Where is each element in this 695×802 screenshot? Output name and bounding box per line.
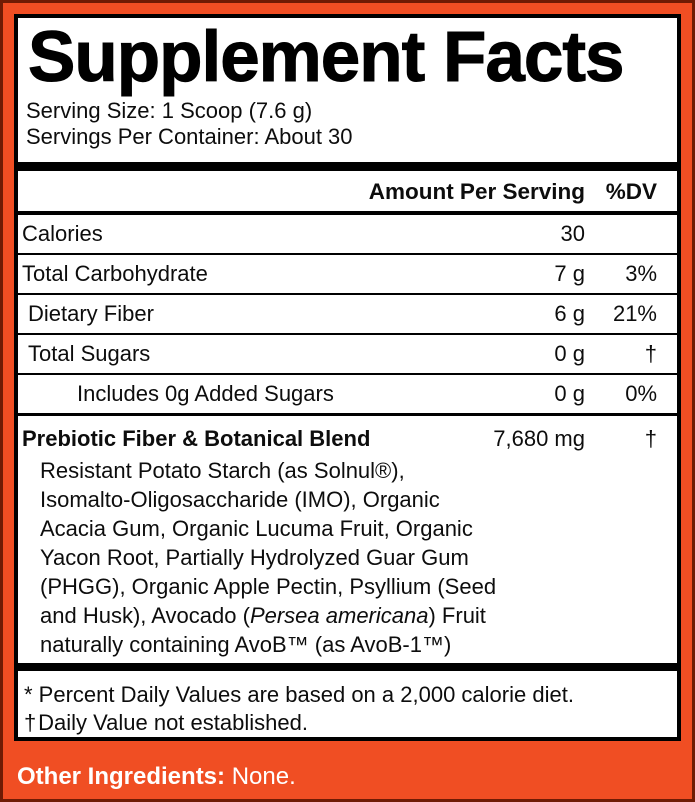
serving-size: Serving Size: 1 Scoop (7.6 g) (26, 98, 313, 123)
nutrient-dv: 0% (625, 381, 657, 406)
blend-description-line: Resistant Potato Starch (as Solnul®), (40, 456, 671, 485)
nutrient-rows: Calories 30 Total Carbohydrate 7 g 3% Dietary… (18, 215, 677, 413)
nutrient-dv: 21% (612, 301, 657, 326)
blend-header-row: Prebiotic Fiber & Botanical Blend 7,680 … (18, 416, 677, 454)
blend-description-text: ) Fruit (428, 603, 486, 628)
table-row: Total Carbohydrate 7 g 3% (18, 253, 677, 293)
blend-name: Prebiotic Fiber & Botanical Blend (22, 426, 371, 451)
table-row: Includes 0g Added Sugars 0 g 0% (18, 373, 677, 413)
dv-header: %DV (605, 179, 657, 204)
footnotes: * Percent Daily Values are based on a 2,… (18, 671, 677, 737)
blend-description-text: naturally containing AvoB™ (as AvoB-1™) (40, 632, 452, 657)
blend-description-text: Yacon Root, Partially Hydrolyzed Guar Gu… (40, 545, 469, 570)
blend-description-text: (PHGG), Organic Apple Pectin, Psyllium (… (40, 574, 497, 599)
other-ingredients: Other Ingredients: None. (17, 763, 692, 791)
blend-amount: 7,680 mg (493, 426, 585, 451)
blend-description-text: Resistant Potato Starch (as Solnul®), (40, 458, 405, 483)
nutrient-name: Total Sugars (28, 341, 151, 366)
blend-section: Prebiotic Fiber & Botanical Blend 7,680 … (18, 413, 677, 663)
amount-per-serving-header: Amount Per Serving (368, 179, 585, 204)
blend-description-line: Yacon Root, Partially Hydrolyzed Guar Gu… (40, 543, 671, 572)
nutrient-dv: † (644, 341, 657, 366)
table-row: Calories 30 (18, 215, 677, 253)
serving-info: Serving Size: 1 Scoop (7.6 g) Servings P… (26, 98, 677, 150)
footnote: † Daily Value not established. (24, 710, 308, 735)
botanical-latin-name: Persea americana (249, 603, 429, 628)
nutrient-amount: 7 g (554, 261, 585, 286)
table-header-row: Amount Per Serving %DV (18, 171, 677, 215)
divider-footnote-bar (18, 663, 677, 671)
nutrient-amount: 6 g (554, 301, 585, 326)
nutrient-name: Calories (22, 221, 103, 246)
nutrient-amount: 0 g (554, 381, 585, 406)
nutrient-amount: 0 g (554, 341, 585, 366)
divider-top-bar (18, 162, 677, 171)
blend-description-line: naturally containing AvoB™ (as AvoB-1™) (40, 630, 671, 659)
blend-description: Resistant Potato Starch (as Solnul®), Iso… (18, 454, 677, 663)
nutrient-dv: 3% (625, 261, 657, 286)
blend-description-line: (PHGG), Organic Apple Pectin, Psyllium (… (40, 572, 671, 601)
nutrient-name: Dietary Fiber (28, 301, 154, 326)
table-row: Total Sugars 0 g † (18, 333, 677, 373)
blend-description-line: and Husk), Avocado (Persea americana) Fr… (40, 601, 671, 630)
other-ingredients-value: None. (225, 763, 296, 790)
blend-description-text: Acacia Gum, Organic Lucuma Fruit, Organi… (40, 516, 473, 541)
nutrient-amount: 30 (560, 221, 585, 246)
blend-description-text: and Husk), Avocado ( (40, 603, 250, 628)
blend-dv: † (644, 426, 657, 451)
servings-per-container: Servings Per Container: About 30 (26, 124, 353, 149)
nutrient-name: Includes 0g Added Sugars (77, 381, 334, 406)
footnote: * Percent Daily Values are based on a 2,… (24, 682, 574, 707)
blend-description-text: Isomalto-Oligosaccharide (IMO), Organic (40, 487, 440, 512)
table-row: Dietary Fiber 6 g 21% (18, 293, 677, 333)
facts-panel: Supplement Facts Serving Size: 1 Scoop (… (14, 14, 681, 741)
other-ingredients-label: Other Ingredients: (17, 763, 226, 790)
nutrient-name: Total Carbohydrate (22, 261, 208, 286)
panel-title: Supplement Facts (28, 18, 626, 97)
blend-description-line: Isomalto-Oligosaccharide (IMO), Organic (40, 485, 671, 514)
blend-description-line: Acacia Gum, Organic Lucuma Fruit, Organi… (40, 514, 671, 543)
